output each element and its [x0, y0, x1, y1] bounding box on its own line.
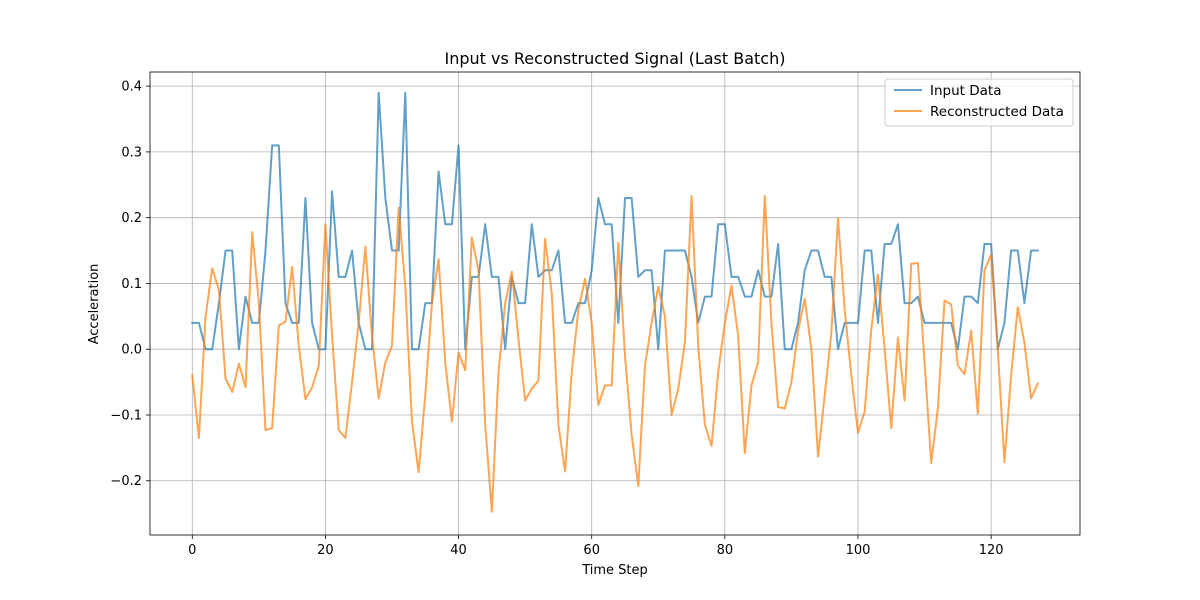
x-axis: 0 20 40 60 80 100 120: [188, 535, 1004, 558]
y-tick-label: 0.1: [121, 277, 142, 292]
y-axis-label: Acceleration: [87, 264, 102, 345]
y-tick-label: 0.0: [121, 343, 142, 358]
legend-label-input: Input Data: [930, 83, 1001, 99]
y-tick-label: 0.4: [121, 80, 142, 95]
x-tick-label: 60: [583, 543, 600, 558]
y-tick-label: 0.2: [121, 211, 142, 226]
x-tick-label: 120: [979, 543, 1004, 558]
x-tick-label: 20: [317, 543, 334, 558]
y-axis: −0.2 −0.1 0.0 0.1 0.2 0.3 0.4: [110, 80, 150, 489]
x-tick-label: 80: [717, 543, 734, 558]
y-tick-label: −0.2: [110, 474, 142, 489]
chart-title: Input vs Reconstructed Signal (Last Batc…: [445, 49, 786, 68]
x-tick-label: 0: [188, 543, 196, 558]
x-tick-label: 40: [450, 543, 467, 558]
series-layer: [191, 91, 1040, 513]
x-axis-label: Time Step: [581, 563, 648, 578]
legend-frame: [884, 78, 1074, 127]
plot-frame: [149, 71, 1081, 536]
series-line-input-data: [191, 91, 1039, 351]
y-tick-label: −0.1: [110, 408, 142, 423]
x-tick-label: 100: [846, 543, 871, 558]
y-tick-label: 0.3: [121, 145, 142, 160]
legend-label-reconstructed: Reconstructed Data: [930, 104, 1064, 120]
series-line-reconstructed-data: [191, 194, 1040, 513]
legend: Input Data Reconstructed Data: [884, 78, 1074, 127]
